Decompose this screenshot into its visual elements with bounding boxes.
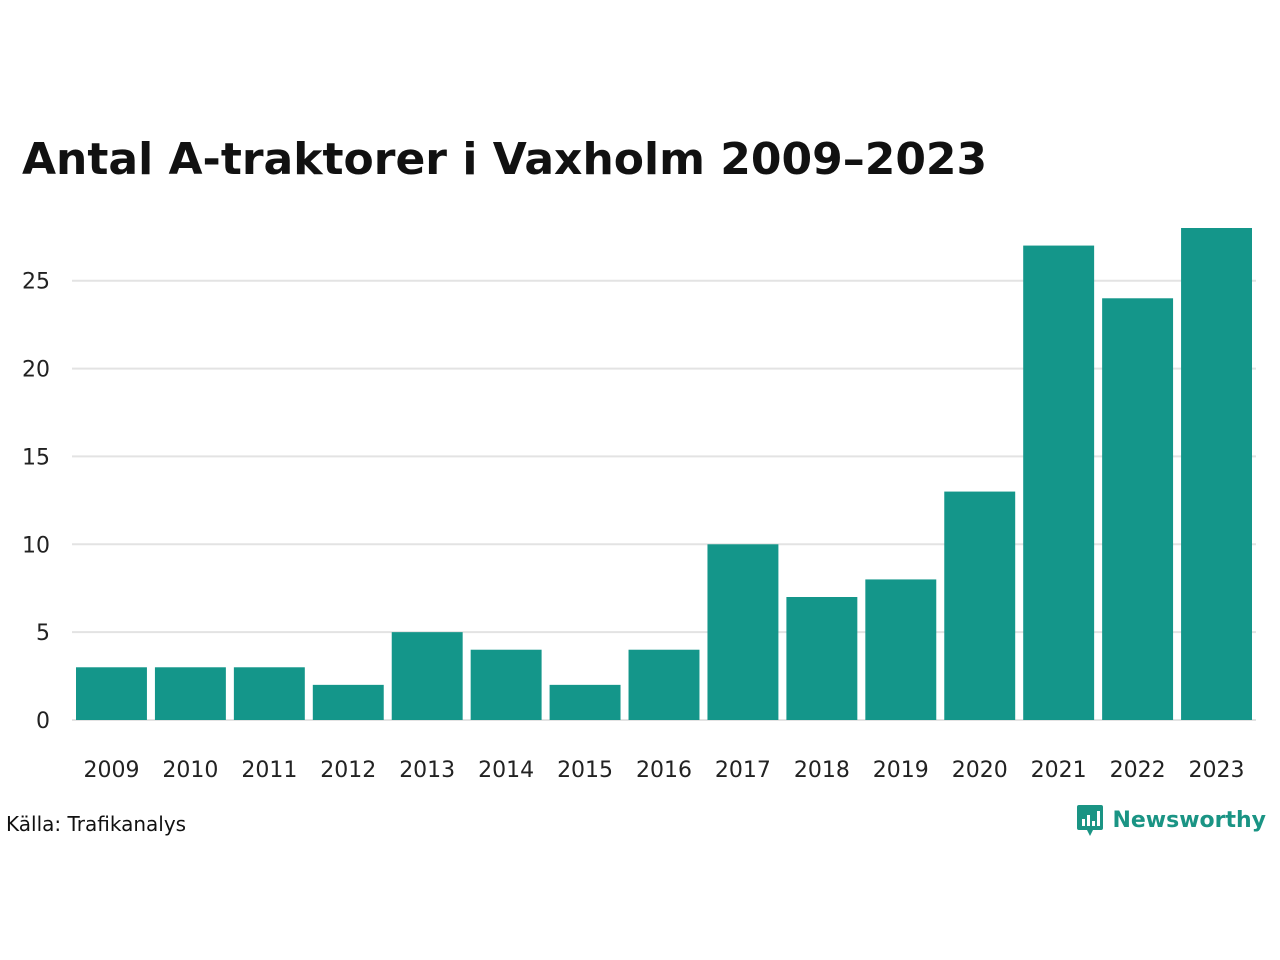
bar-2020 (944, 491, 1016, 720)
bar-2011 (233, 667, 305, 720)
y-tick-label: 10 (22, 533, 50, 558)
x-tick-label: 2023 (1189, 758, 1245, 783)
bar-2017 (707, 544, 779, 720)
y-tick-label: 20 (22, 358, 50, 383)
bar-2021 (1023, 245, 1095, 721)
x-tick-label: 2011 (241, 758, 297, 783)
x-tick-label: 2013 (399, 758, 455, 783)
bars (76, 228, 1252, 721)
bar-2010 (154, 667, 226, 720)
source-note: Källa: Trafikanalys (6, 812, 187, 836)
x-tick-label: 2009 (83, 758, 139, 783)
x-tick-label: 2014 (478, 758, 534, 783)
bar-2014 (470, 649, 542, 720)
x-tick-label: 2018 (794, 758, 850, 783)
bar-2019 (865, 579, 937, 720)
x-tick-label: 2017 (715, 758, 771, 783)
y-tick-label: 0 (36, 709, 50, 734)
bar-2013 (391, 632, 463, 720)
y-tick-label: 5 (36, 621, 50, 646)
bar-2023 (1181, 228, 1252, 720)
y-axis: 0 5 10 15 20 25 (22, 270, 50, 734)
brand-name: Newsworthy (1112, 808, 1266, 833)
bar-2012 (312, 684, 384, 720)
bar-2009 (76, 667, 147, 720)
x-tick-label: 2015 (557, 758, 613, 783)
chart-title: Antal A-traktorer i Vaxholm 2009–2023 (22, 134, 988, 185)
x-tick-label: 2020 (952, 758, 1008, 783)
x-tick-label: 2010 (162, 758, 218, 783)
bar-2018 (786, 597, 858, 720)
x-tick-label: 2021 (1031, 758, 1087, 783)
bar-2016 (628, 649, 700, 720)
brand-logo: Newsworthy (1076, 804, 1266, 838)
x-tick-label: 2012 (320, 758, 376, 783)
x-tick-label: 2019 (873, 758, 929, 783)
bar-2022 (1102, 298, 1174, 720)
x-tick-label: 2022 (1110, 758, 1166, 783)
y-tick-label: 25 (22, 270, 50, 295)
bar-chart-speech-bubble-icon (1077, 805, 1104, 836)
bar-2015 (549, 684, 621, 720)
x-tick-label: 2016 (636, 758, 692, 783)
x-axis: 2009 2010 2011 2012 2013 2014 2015 2016 2017 2018… (83, 758, 1244, 783)
y-tick-label: 15 (22, 445, 50, 470)
